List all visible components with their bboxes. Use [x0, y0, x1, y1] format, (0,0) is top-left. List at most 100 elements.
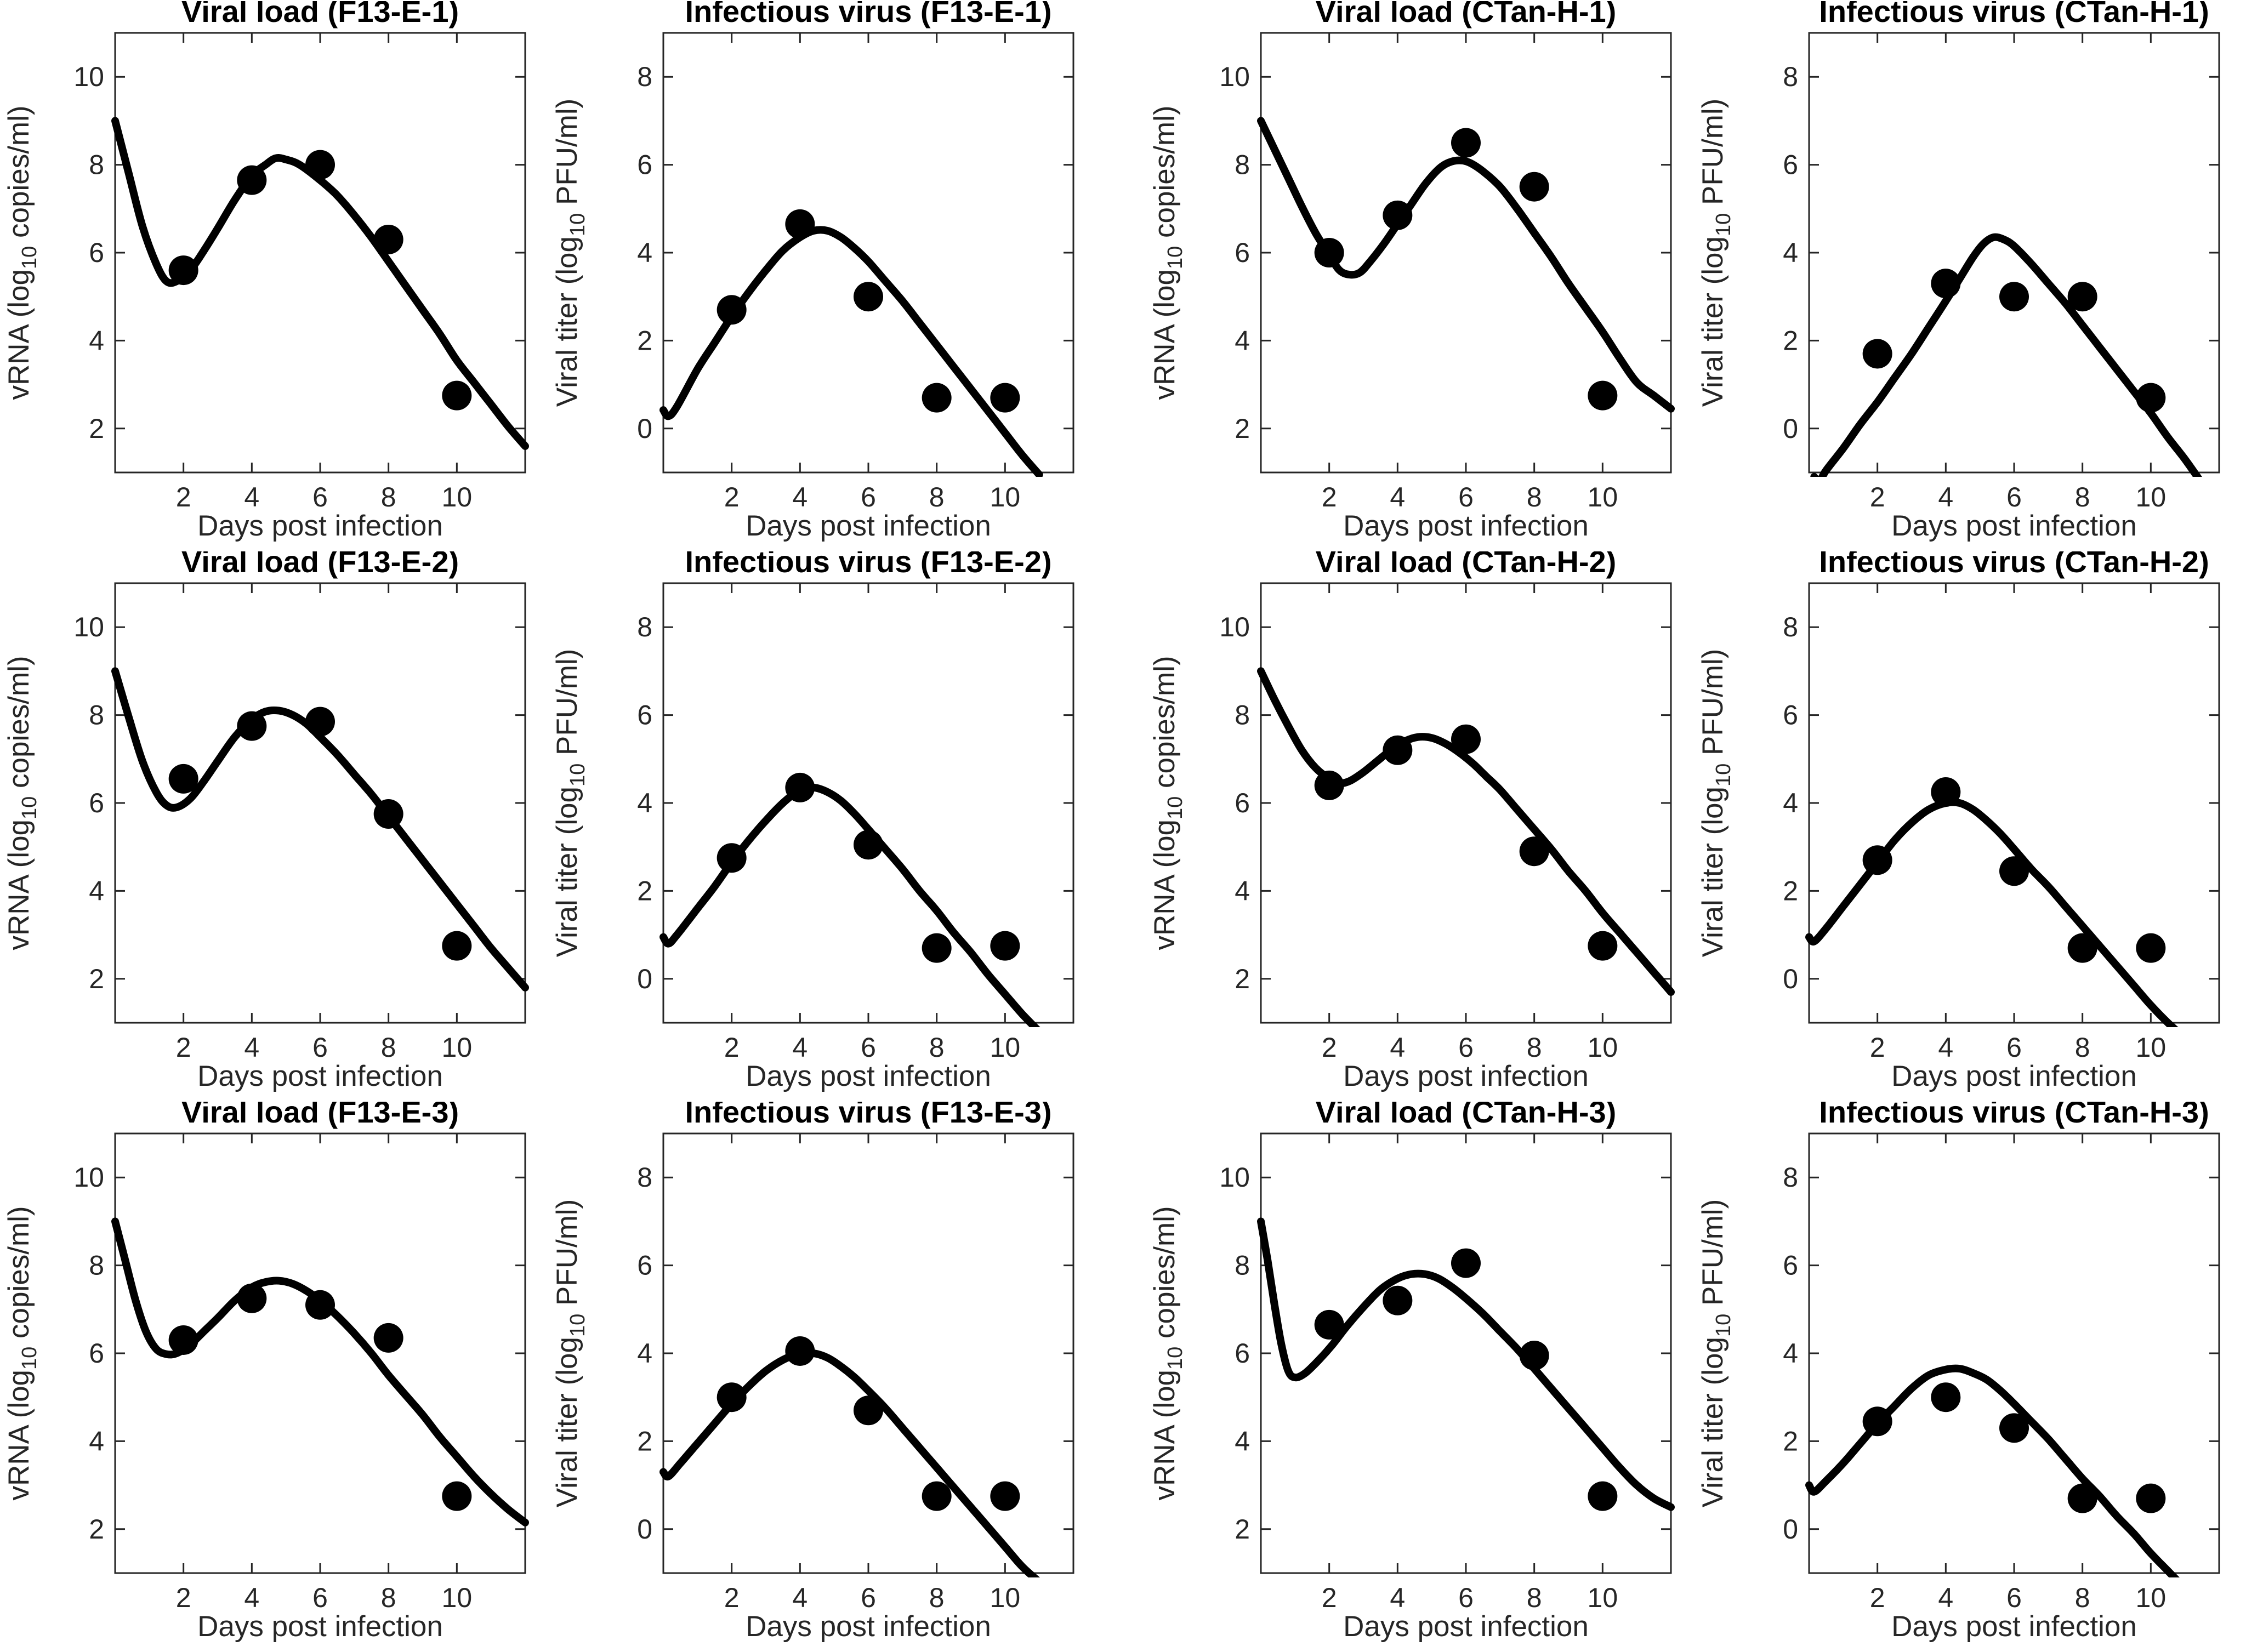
data-point	[2136, 933, 2166, 963]
data-point	[168, 1325, 198, 1355]
data-point	[1999, 1413, 2029, 1443]
x-axis-label: Days post infection	[1343, 510, 1589, 542]
infectious-virus-F13-E-2-svg: Infectious virus (F13-E-2)2 4 6 8 1002468Day…	[551, 551, 1074, 1092]
chart-panel-infectious-virus-F13-E-1: Infectious virus (F13-E-1) 2 4 6 8 10 0 2 4 6 8 Day…	[548, 1, 1096, 549]
data-point	[1383, 1285, 1413, 1315]
y-tick-label: 8	[1235, 1250, 1250, 1281]
y-tick-label: 8	[1235, 700, 1250, 731]
model-fit-curve	[659, 226, 1043, 477]
chart-title: Viral load (F13-E-2)	[181, 551, 459, 579]
x-tick-label: 4	[244, 1582, 259, 1613]
y-axis-label: Viral titer (log10 PFU/ml)	[551, 1199, 589, 1508]
chart-panel-infectious-virus-F13-E-3: Infectious virus (F13-E-3) 2 4 6 8 10 0 2 4 6 8 Day…	[548, 1102, 1096, 1650]
y-tick-label: 8	[1783, 61, 1798, 92]
model-fit-curve	[111, 117, 529, 450]
y-tick-label: 4	[1783, 1338, 1798, 1369]
data-point	[305, 1290, 335, 1320]
y-tick-label: 4	[637, 788, 652, 818]
model-fit-curve	[111, 667, 529, 992]
y-axis-label: Viral titer (log10 PFU/ml)	[1697, 99, 1735, 407]
x-tick-label: 6	[312, 482, 328, 512]
y-axis-label: vRNA (log10 copies/ml)	[1148, 656, 1187, 950]
data-point	[1519, 172, 1549, 202]
chart-title: Infectious virus (CTan-H-1)	[1819, 1, 2209, 29]
y-tick-label: 4	[89, 1426, 104, 1456]
x-tick-label: 2	[724, 1032, 740, 1063]
y-tick-label: 6	[1235, 1338, 1250, 1369]
y-tick-label: 0	[1783, 413, 1798, 444]
y-tick-label: 4	[1235, 875, 1250, 906]
x-tick-label: 4	[1938, 482, 1953, 512]
model-fit-curve	[1805, 798, 2179, 1027]
y-tick-label: 0	[637, 1514, 652, 1545]
data-point	[2136, 1483, 2166, 1513]
x-tick-label: 8	[381, 482, 396, 512]
x-tick-label: 8	[381, 1582, 396, 1613]
x-tick-label: 8	[381, 1032, 396, 1063]
data-point	[922, 1481, 952, 1511]
y-tick-label: 0	[637, 964, 652, 994]
infectious-virus-CTan-H-2-svg: Infectious virus (CTan-H-2)2 4 6 8 1002468Da…	[1697, 551, 2220, 1092]
chart-title: Infectious virus (CTan-H-3)	[1819, 1102, 2209, 1129]
data-point	[373, 1323, 403, 1353]
y-tick-label: 4	[1235, 325, 1250, 356]
data-point	[1383, 200, 1413, 230]
x-tick-label: 10	[990, 482, 1021, 512]
x-tick-label: 10	[2136, 1582, 2167, 1613]
infectious-virus-F13-E-1-svg: Infectious virus (F13-E-1)2 4 6 8 1002468Day…	[551, 1, 1074, 542]
x-tick-label: 2	[176, 1032, 191, 1063]
data-point	[922, 933, 952, 963]
data-point	[1519, 836, 1549, 867]
data-point	[2067, 282, 2097, 312]
y-tick-label: 8	[89, 1250, 104, 1281]
x-tick-label: 4	[1390, 482, 1405, 512]
model-fit-curve	[111, 1217, 529, 1526]
x-tick-label: 8	[929, 1582, 945, 1613]
data-point	[442, 380, 472, 411]
data-point	[1999, 282, 2029, 312]
chart-title: Viral load (F13-E-1)	[181, 1, 459, 29]
data-point	[785, 772, 815, 802]
y-tick-label: 6	[1235, 237, 1250, 268]
data-point	[442, 1481, 472, 1511]
chart-panel-viral-load-F13-E-3: Viral load (F13-E-3) 2 4 6 8 10 2 4 6 8 10 Days pos…	[0, 1102, 548, 1650]
x-tick-label: 6	[2006, 1032, 2022, 1063]
data-point	[1862, 845, 1892, 875]
y-tick-label: 2	[1783, 875, 1798, 906]
column-spacer	[1096, 1, 1146, 551]
x-tick-label: 6	[312, 1032, 328, 1063]
y-axis-label: vRNA (log10 copies/ml)	[3, 1206, 41, 1500]
y-tick-label: 10	[1219, 1162, 1250, 1193]
y-tick-label: 0	[1783, 1514, 1798, 1545]
y-tick-label: 2	[637, 1426, 652, 1456]
y-tick-label: 6	[1235, 788, 1250, 818]
x-tick-label: 4	[792, 1032, 808, 1063]
y-axis-label: vRNA (log10 copies/ml)	[3, 105, 41, 400]
data-point	[1519, 1341, 1549, 1371]
x-axis-label: Days post infection	[197, 1060, 443, 1092]
data-point	[1588, 380, 1618, 411]
y-tick-label: 2	[1235, 1514, 1250, 1545]
x-axis-label: Days post infection	[1891, 510, 2137, 542]
x-tick-label: 4	[1938, 1032, 1953, 1063]
data-point	[854, 1395, 883, 1426]
x-tick-label: 8	[1527, 1582, 1542, 1613]
x-axis-label: Days post infection	[1891, 1060, 2137, 1092]
y-tick-label: 10	[73, 612, 104, 642]
data-point	[1314, 770, 1344, 800]
data-point	[717, 295, 747, 325]
y-tick-label: 10	[1219, 612, 1250, 642]
y-tick-label: 10	[1219, 61, 1250, 92]
x-axis-label: Days post infection	[1343, 1060, 1589, 1092]
data-point	[990, 931, 1020, 961]
x-tick-label: 4	[244, 482, 259, 512]
data-point	[237, 165, 267, 195]
x-tick-label: 6	[1458, 482, 1474, 512]
chart-title: Infectious virus (F13-E-1)	[685, 1, 1051, 29]
data-point	[1588, 1481, 1618, 1511]
data-point	[854, 830, 883, 860]
x-tick-label: 2	[1870, 1582, 1885, 1613]
